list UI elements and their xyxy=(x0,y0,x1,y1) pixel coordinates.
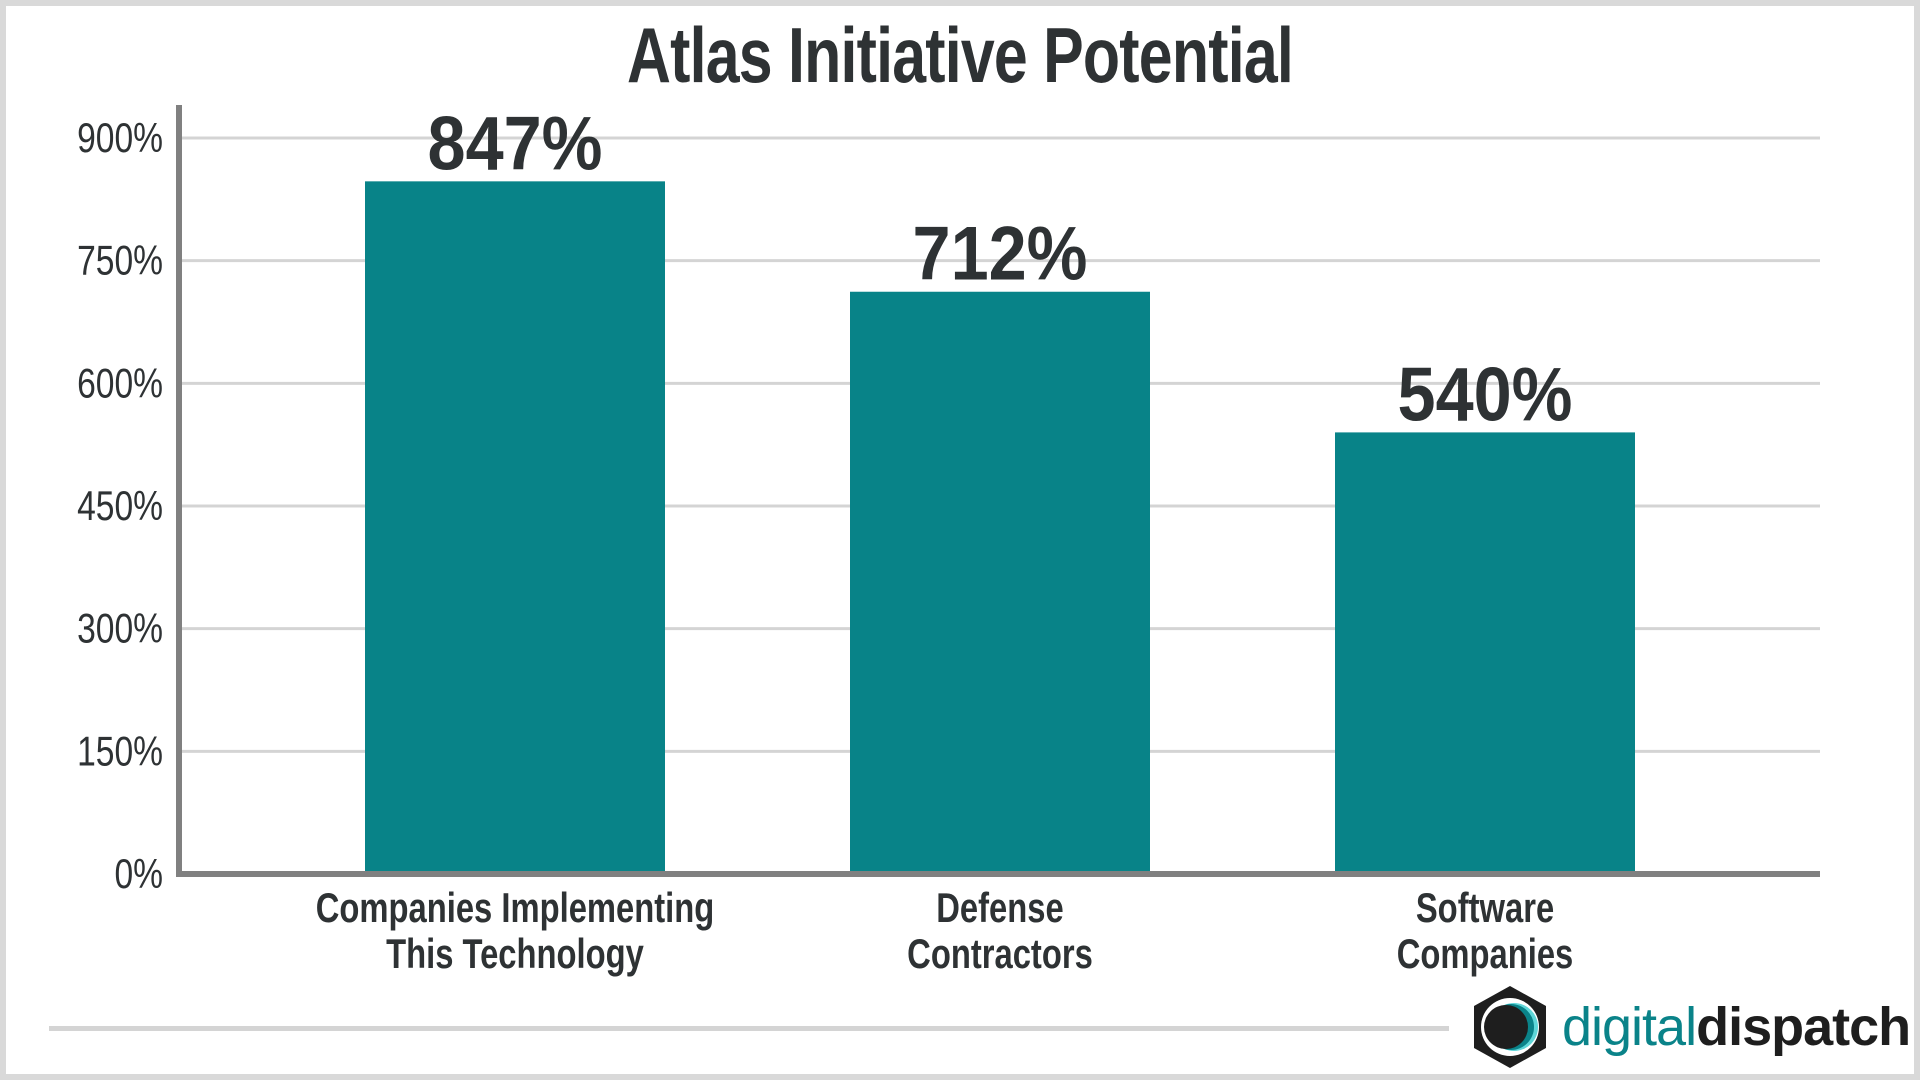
y-tick-label: 150% xyxy=(77,729,163,775)
y-tick-label: 450% xyxy=(77,484,163,530)
category-label: This Technology xyxy=(386,930,644,977)
category-label: Software xyxy=(1416,884,1554,931)
y-tick-label: 900% xyxy=(77,116,163,162)
category-label: Contractors xyxy=(907,930,1093,977)
value-label: 847% xyxy=(428,102,603,186)
y-tick-label: 600% xyxy=(77,361,163,407)
bar xyxy=(1335,432,1635,874)
logo-wordmark: digitaldispatch xyxy=(1562,997,1911,1057)
y-tick-label: 300% xyxy=(77,606,163,652)
value-label: 540% xyxy=(1398,353,1573,437)
chart-title: Atlas Initiative Potential xyxy=(626,11,1294,99)
digital-dispatch-logo: digitaldispatch xyxy=(1470,984,1911,1070)
bar xyxy=(850,291,1150,875)
bar xyxy=(365,181,665,874)
category-label: Defense xyxy=(936,884,1063,931)
footer-divider xyxy=(49,1026,1449,1031)
y-tick-label: 0% xyxy=(114,852,163,898)
value-label: 712% xyxy=(913,212,1088,296)
logo-icon xyxy=(1474,986,1546,1068)
category-label: Companies Implementing xyxy=(316,884,715,931)
category-label: Companies xyxy=(1397,930,1574,977)
y-tick-label: 750% xyxy=(77,238,163,284)
